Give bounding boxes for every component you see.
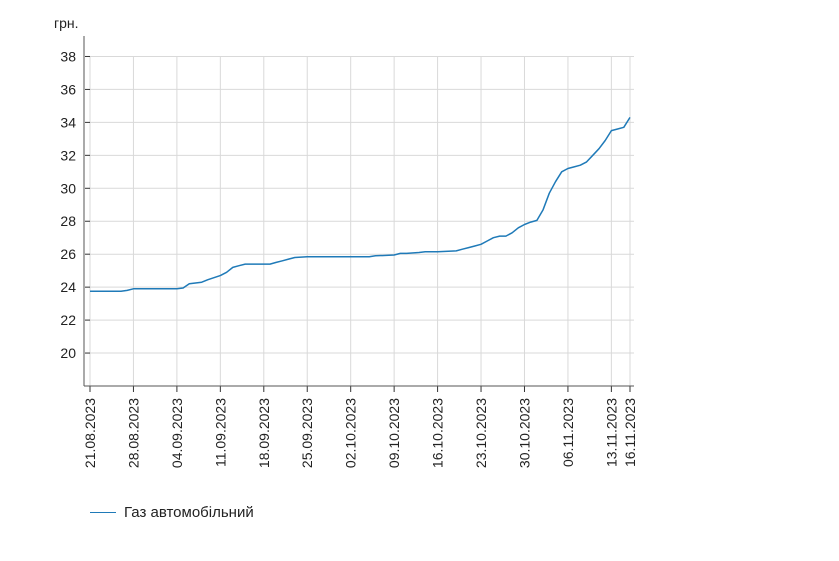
x-tick-label: 23.10.2023 xyxy=(473,398,489,468)
y-tick-label: 28 xyxy=(60,213,76,229)
y-tick-label: 38 xyxy=(60,48,76,64)
x-tick-label: 25.09.2023 xyxy=(299,398,315,468)
x-tick-label: 28.08.2023 xyxy=(125,398,141,468)
series-lines xyxy=(90,117,631,293)
x-tick-label: 11.09.2023 xyxy=(212,398,228,467)
y-tick-label: 26 xyxy=(60,246,76,262)
x-tick-label: 21.08.2023 xyxy=(82,398,98,468)
x-tick-labels: 21.08.2023 28.08.2023 04.09.2023 11.09.2023… xyxy=(82,398,638,468)
y-tick-label: 20 xyxy=(60,345,76,361)
x-tick-label: 30.10.2023 xyxy=(516,398,532,468)
x-tick-label: 06.11.2023 xyxy=(560,398,576,467)
legend-swatch xyxy=(90,512,116,513)
x-tick-label: 13.11.2023 xyxy=(603,398,619,467)
x-tick-label: 16.11.2023 xyxy=(622,398,638,467)
y-tick-labels: 20 22 24 26 28 30 32 34 36 38 xyxy=(60,48,76,361)
legend: Газ автомобільний xyxy=(90,504,254,521)
y-tick-label: 24 xyxy=(60,279,76,295)
legend-label: Газ автомобільний xyxy=(124,504,254,521)
x-tick-label: 18.09.2023 xyxy=(256,398,272,468)
y-tick-label: 36 xyxy=(60,81,76,97)
x-tick-label: 02.10.2023 xyxy=(343,398,359,468)
y-axis-unit-label: грн. xyxy=(54,15,79,31)
grid xyxy=(89,55,634,386)
y-tick-label: 22 xyxy=(60,312,76,328)
series-line xyxy=(90,117,631,293)
x-tick-label: 09.10.2023 xyxy=(386,398,402,468)
y-tick-label: 30 xyxy=(60,180,76,196)
x-tick-label: 16.10.2023 xyxy=(430,398,446,468)
axes xyxy=(83,36,634,392)
y-tick-label: 32 xyxy=(60,147,76,163)
y-tick-label: 34 xyxy=(60,114,76,130)
x-tick-label: 04.09.2023 xyxy=(169,398,185,468)
